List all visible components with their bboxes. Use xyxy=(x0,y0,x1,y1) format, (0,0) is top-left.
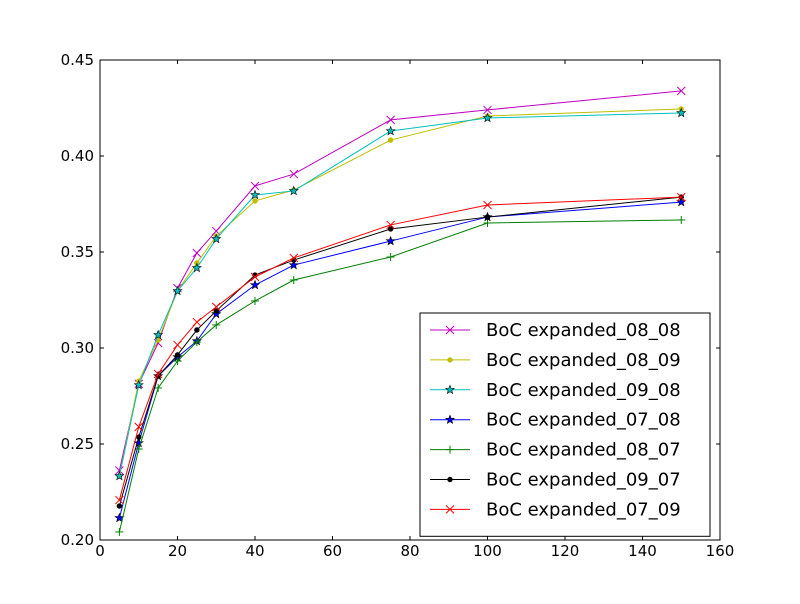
data-point xyxy=(191,262,202,273)
legend-label: BoC expanded_08_09 xyxy=(486,350,681,371)
data-point xyxy=(153,329,164,340)
data-point xyxy=(116,503,123,509)
y-tick-label: 0.45 xyxy=(61,51,94,69)
legend-marker xyxy=(445,325,455,335)
y-tick-label: 0.40 xyxy=(61,147,94,165)
data-point xyxy=(677,215,686,224)
legend-entry: BoC expanded_07_08 xyxy=(430,410,681,431)
data-point xyxy=(133,379,144,390)
data-point xyxy=(133,437,144,448)
data-point xyxy=(192,338,201,347)
legend-marker xyxy=(445,505,455,514)
x-tick-label: 120 xyxy=(551,542,580,560)
data-point xyxy=(115,495,124,505)
series-layer xyxy=(114,86,687,536)
data-point xyxy=(115,466,124,475)
data-point xyxy=(387,137,394,143)
data-point xyxy=(211,233,222,244)
data-point xyxy=(289,169,299,179)
series-7 xyxy=(115,192,686,505)
legend-label: BoC expanded_08_08 xyxy=(486,320,681,341)
data-point xyxy=(676,107,687,118)
data-point xyxy=(194,327,200,333)
data-point xyxy=(289,253,299,263)
x-tick-label: 0 xyxy=(95,542,105,560)
data-point xyxy=(172,285,183,296)
legend-label: BoC expanded_09_07 xyxy=(486,470,681,491)
data-point xyxy=(173,340,182,350)
data-point xyxy=(134,444,143,453)
data-point xyxy=(212,320,221,329)
legend-label: BoC expanded_09_08 xyxy=(486,380,681,401)
data-point xyxy=(386,252,395,261)
legend-marker xyxy=(447,357,453,363)
data-point xyxy=(192,317,202,327)
x-tick-label: 140 xyxy=(628,542,657,560)
data-point xyxy=(173,357,182,366)
data-point xyxy=(115,527,124,536)
data-point xyxy=(387,226,394,232)
data-point xyxy=(136,434,142,440)
series-3 xyxy=(114,107,687,481)
series-5 xyxy=(115,215,686,536)
legend-marker xyxy=(444,384,456,395)
data-point xyxy=(174,352,181,358)
x-tick-label: 80 xyxy=(400,542,419,560)
legend: BoC expanded_08_08 BoC expanded_08_09 BoC … xyxy=(419,312,711,537)
data-point xyxy=(250,272,260,282)
y-tick-label: 0.20 xyxy=(61,531,94,549)
y-tick-label: 0.30 xyxy=(61,339,94,357)
data-point xyxy=(483,200,492,210)
legend-box xyxy=(419,312,711,537)
data-point xyxy=(386,220,395,230)
data-point xyxy=(386,115,395,125)
legend-marker xyxy=(447,476,453,483)
data-point xyxy=(154,383,163,392)
data-point xyxy=(153,369,163,379)
data-point xyxy=(483,219,492,228)
data-point xyxy=(484,214,491,220)
data-point xyxy=(288,259,299,270)
legend-label: BoC expanded_07_09 xyxy=(486,499,681,520)
x-tick-label: 60 xyxy=(323,542,342,560)
data-point xyxy=(482,112,493,123)
data-point xyxy=(385,235,396,246)
data-point xyxy=(251,296,259,305)
data-point xyxy=(134,422,144,432)
legend-marker xyxy=(446,445,454,454)
legend-label: BoC expanded_07_08 xyxy=(486,410,681,431)
legend-label: BoC expanded_08_07 xyxy=(486,440,681,461)
data-point xyxy=(483,105,492,115)
data-point xyxy=(288,185,299,196)
legend-entry: BoC expanded_09_07 xyxy=(430,470,681,491)
y-tick-label: 0.35 xyxy=(61,243,94,261)
legend-entry: BoC expanded_08_08 xyxy=(430,320,681,341)
data-point xyxy=(676,192,686,202)
data-point xyxy=(114,470,125,481)
data-point xyxy=(676,86,686,96)
legend-entry: BoC expanded_09_08 xyxy=(430,380,681,401)
data-point xyxy=(249,189,261,200)
x-tick-label: 20 xyxy=(168,542,187,560)
x-tick-label: 100 xyxy=(473,542,502,560)
data-point xyxy=(213,308,219,314)
y-tick-label: 0.25 xyxy=(61,435,94,453)
data-point xyxy=(252,198,258,204)
data-point xyxy=(289,276,298,285)
legend-entry: BoC expanded_07_09 xyxy=(430,499,681,520)
legend-entry: BoC expanded_08_09 xyxy=(430,350,681,371)
data-point xyxy=(249,279,261,290)
axis-ticks: 0 20 40 60 80 100 120 140 160 0.20 0.25 0.30 0.35 0.4… xyxy=(61,51,735,560)
x-tick-label: 40 xyxy=(245,542,264,560)
data-point xyxy=(211,302,221,312)
data-point xyxy=(250,181,260,191)
legend-entry: BoC expanded_08_07 xyxy=(430,440,681,461)
x-tick-label: 160 xyxy=(706,542,735,560)
data-point xyxy=(192,248,202,258)
data-point xyxy=(385,125,396,136)
legend-marker xyxy=(444,414,456,425)
